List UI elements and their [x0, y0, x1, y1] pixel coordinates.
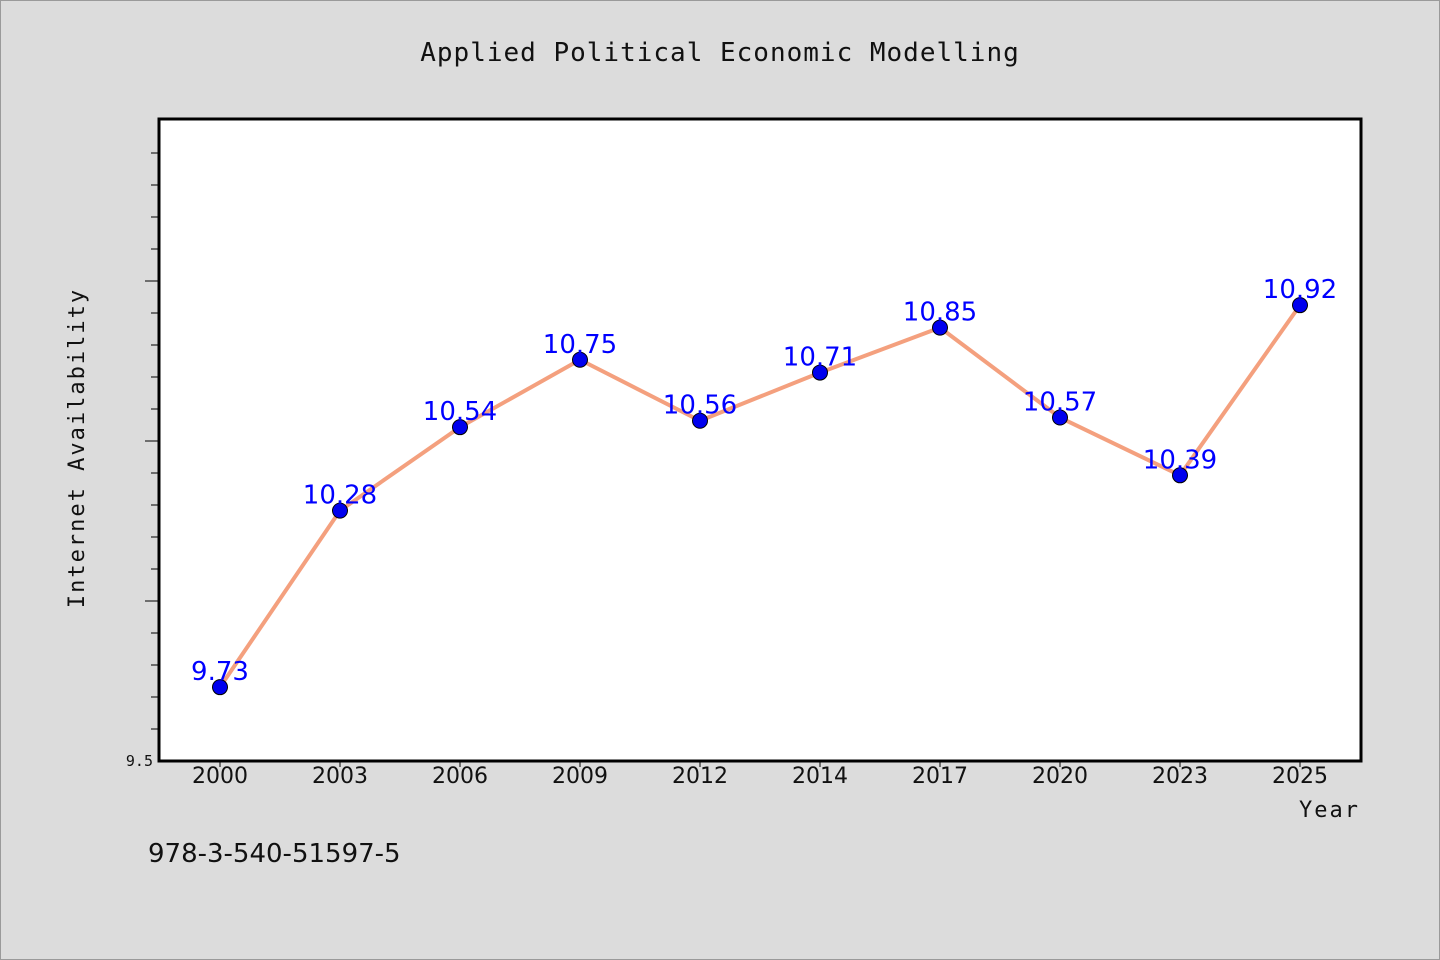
data-label: 10.39 [1143, 445, 1217, 475]
data-point [1292, 297, 1308, 314]
data-label: 10.56 [663, 391, 737, 421]
x-tick-label: 2003 [312, 764, 368, 789]
data-label: 10.71 [783, 343, 857, 373]
x-tick-label: 2000 [192, 764, 248, 789]
x-tick-label: 2023 [1152, 764, 1208, 789]
series-line [218, 304, 1302, 689]
isbn-text: 978-3-540-51597-5 [148, 839, 401, 869]
y-axis-label: Internet Availability [65, 288, 90, 608]
data-label: 10.92 [1263, 275, 1337, 305]
data-label: 9.73 [191, 657, 249, 687]
data-label: 10.85 [903, 298, 977, 328]
x-tick-label: 2009 [552, 764, 608, 789]
data-point [1172, 467, 1188, 484]
plot-area [157, 117, 1363, 763]
data-label: 10.57 [1023, 388, 1097, 418]
series-layer: 9.73 10.28 10.54 10.75 10.56 10.71 10.85 10.57 1… [191, 275, 1337, 696]
data-label: 10.54 [423, 397, 497, 427]
data-point [212, 679, 228, 696]
data-label: 10.28 [303, 481, 377, 511]
data-point [692, 412, 708, 429]
x-tick-label: 2017 [912, 764, 968, 789]
x-axis-label: Year [1299, 798, 1360, 823]
x-tick-label: 2012 [672, 764, 728, 789]
x-tick-label: 2020 [1032, 764, 1088, 789]
data-point [572, 351, 588, 368]
data-point [332, 502, 348, 519]
data-point [452, 419, 468, 436]
data-label: 10.75 [543, 330, 617, 360]
x-axis-ticks: 2000 2003 2006 2009 2012 2014 2017 2020 2023 2025 [192, 761, 1328, 789]
x-tick-label: 2014 [792, 764, 848, 789]
data-point [932, 319, 948, 336]
x-tick-label: 2025 [1272, 764, 1328, 789]
x-tick-label: 2006 [432, 764, 488, 789]
data-point [812, 364, 828, 381]
y-axis-ticks [145, 152, 159, 730]
y-tick-label: 9.5 [126, 752, 153, 770]
data-point [1052, 409, 1068, 426]
chart-title: Applied Political Economic Modelling [420, 38, 1020, 68]
